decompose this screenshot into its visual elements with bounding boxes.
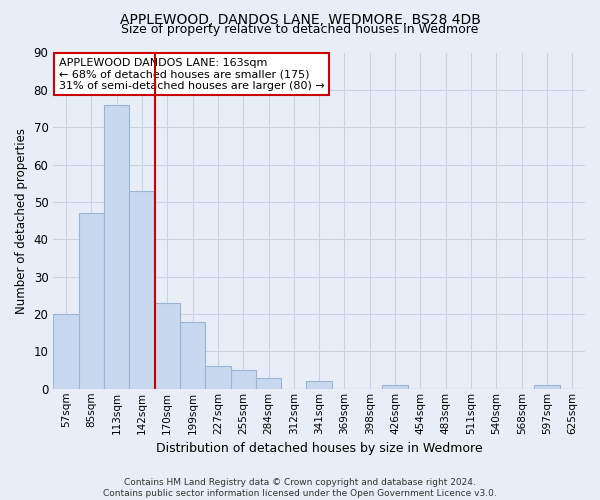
Bar: [129, 190, 155, 389]
Text: Size of property relative to detached houses in Wedmore: Size of property relative to detached ho…: [121, 22, 479, 36]
Bar: [104, 105, 129, 389]
Bar: [205, 366, 230, 389]
Bar: [155, 303, 180, 389]
Bar: [307, 382, 332, 389]
Bar: [535, 385, 560, 389]
Bar: [382, 385, 408, 389]
Bar: [230, 370, 256, 389]
Y-axis label: Number of detached properties: Number of detached properties: [15, 128, 28, 314]
Bar: [256, 378, 281, 389]
Text: APPLEWOOD DANDOS LANE: 163sqm
← 68% of detached houses are smaller (175)
31% of : APPLEWOOD DANDOS LANE: 163sqm ← 68% of d…: [59, 58, 325, 90]
Text: APPLEWOOD, DANDOS LANE, WEDMORE, BS28 4DB: APPLEWOOD, DANDOS LANE, WEDMORE, BS28 4D…: [119, 12, 481, 26]
Text: Contains HM Land Registry data © Crown copyright and database right 2024.
Contai: Contains HM Land Registry data © Crown c…: [103, 478, 497, 498]
Bar: [79, 213, 104, 389]
Bar: [180, 322, 205, 389]
X-axis label: Distribution of detached houses by size in Wedmore: Distribution of detached houses by size …: [156, 442, 482, 455]
Bar: [53, 314, 79, 389]
